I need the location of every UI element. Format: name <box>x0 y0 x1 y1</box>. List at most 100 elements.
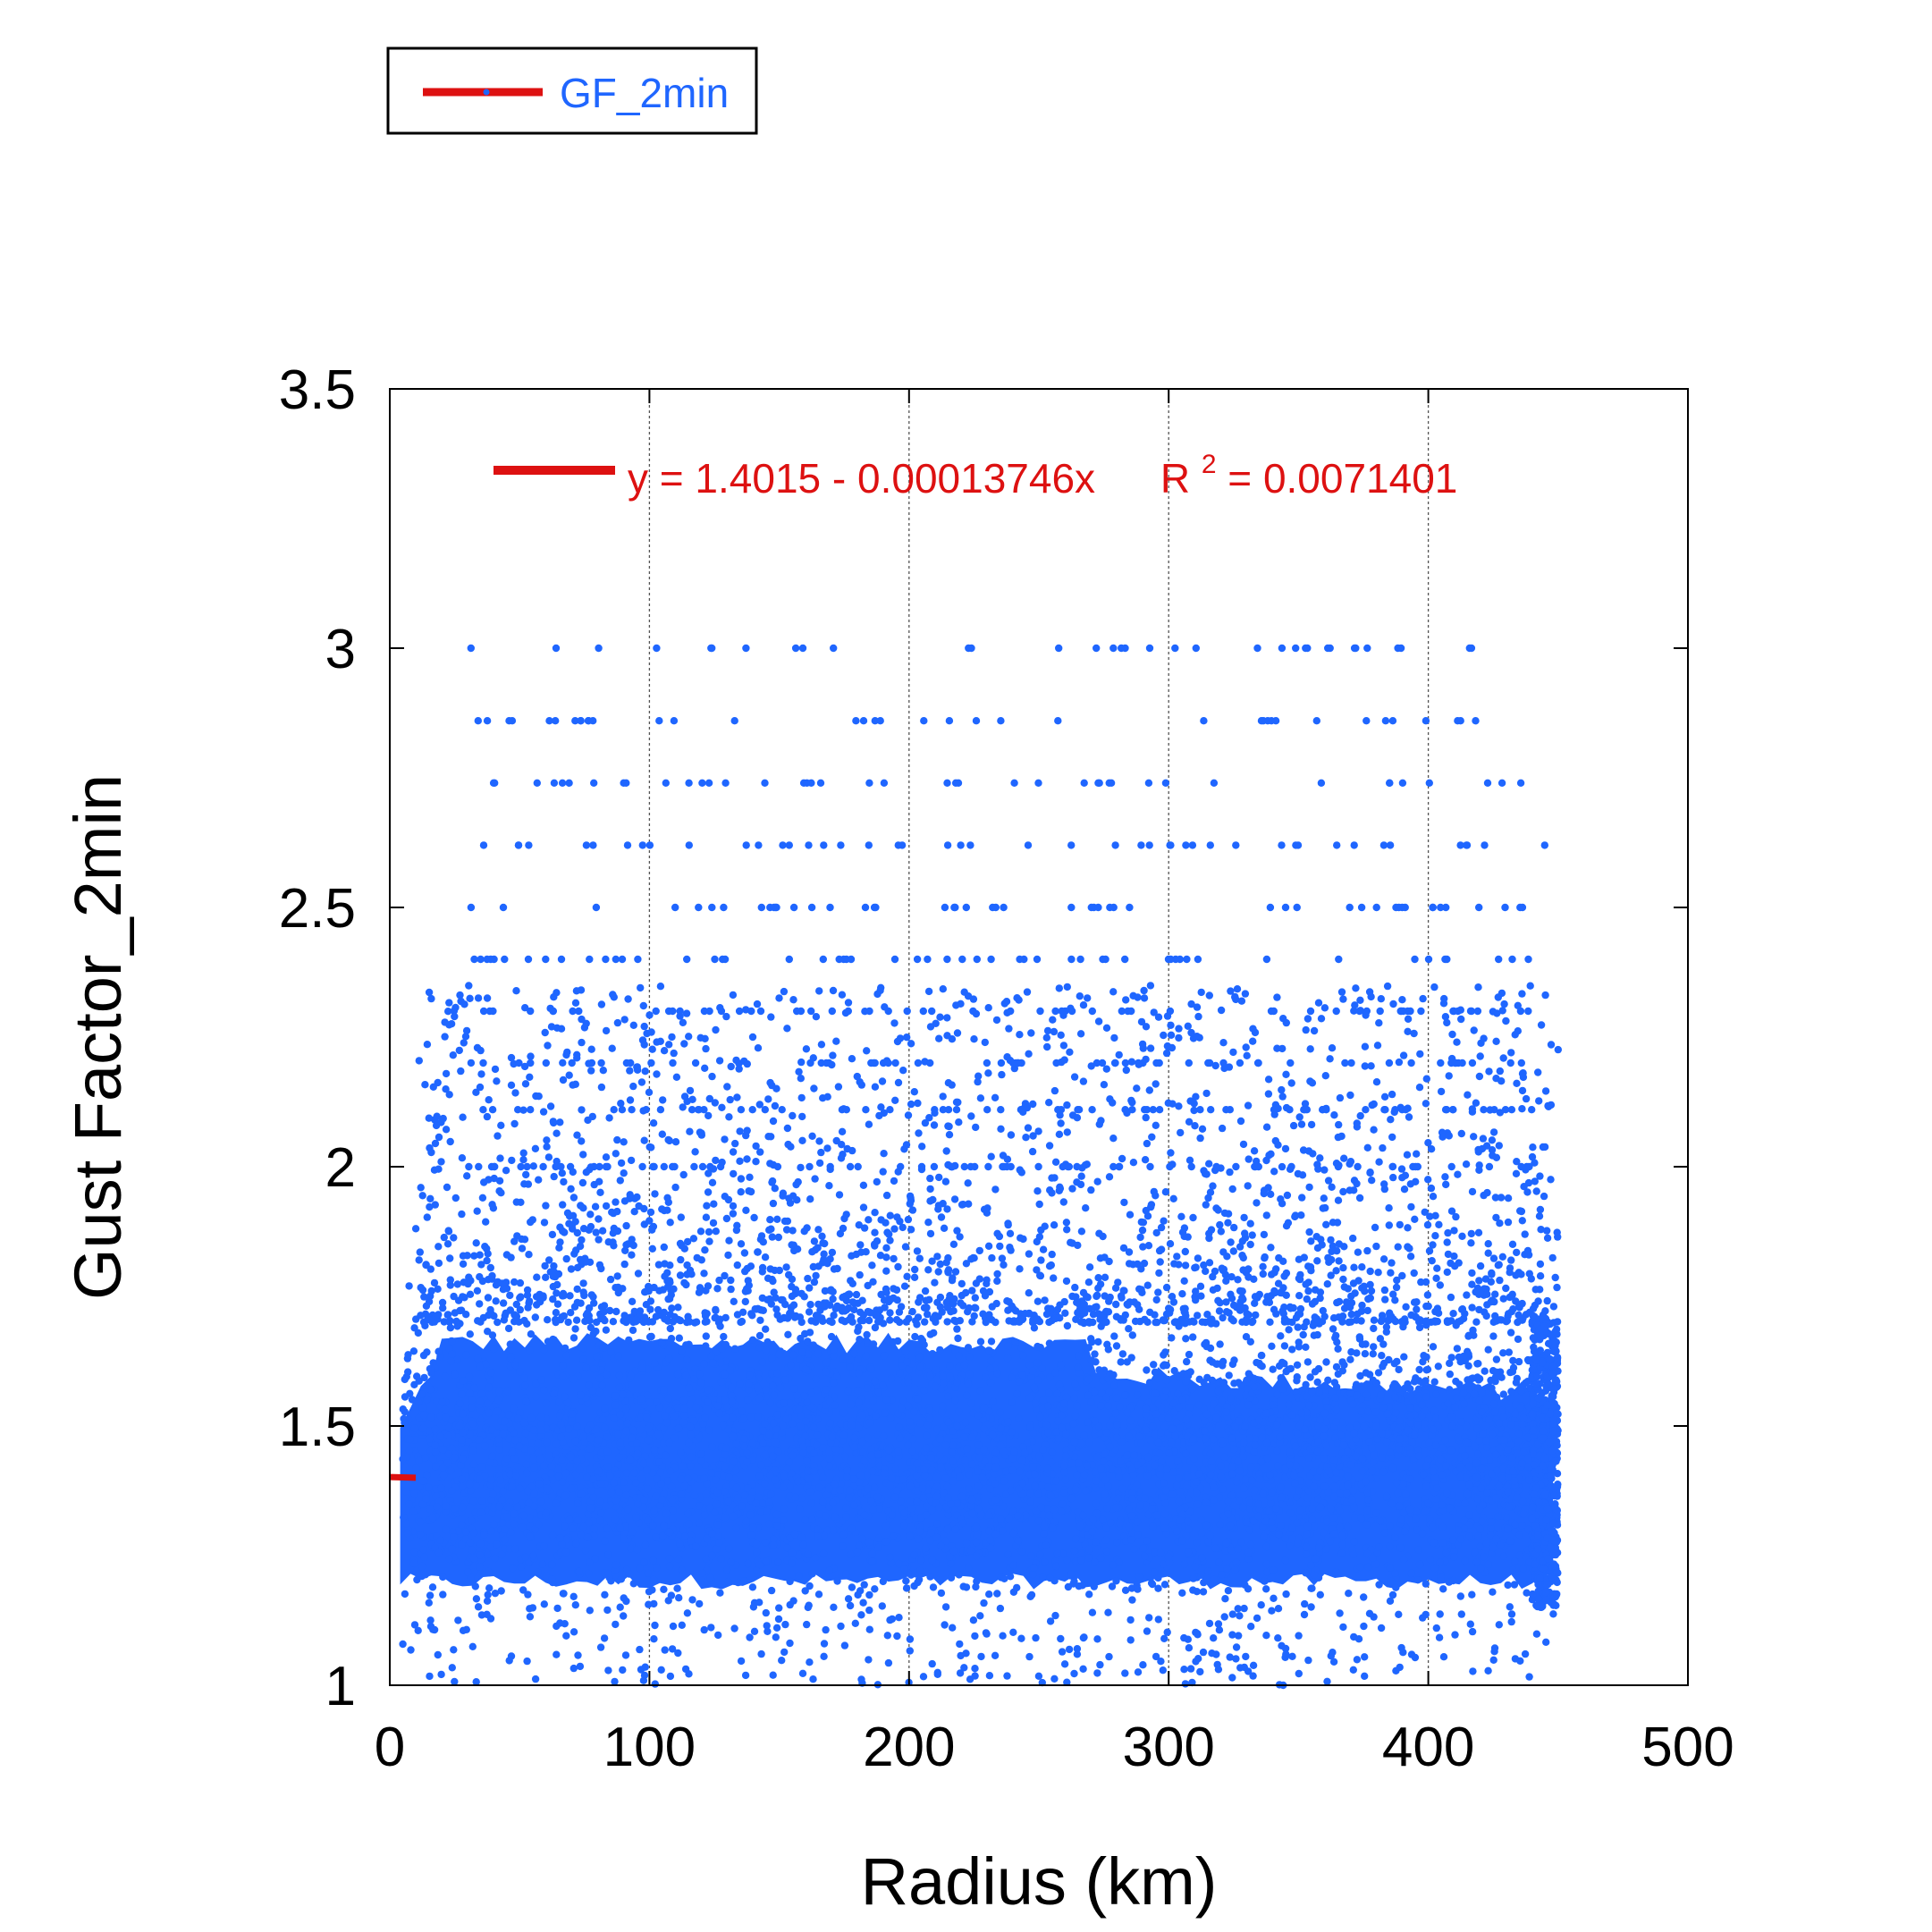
scatter-point <box>1069 1420 1078 1428</box>
scatter-point <box>967 1501 975 1510</box>
scatter-point <box>1438 1539 1447 1547</box>
scatter-point <box>598 1381 606 1390</box>
scatter-point <box>1092 1499 1101 1508</box>
scatter-point <box>1009 1507 1017 1515</box>
scatter-point <box>409 1507 418 1516</box>
scatter-point <box>1250 1447 1259 1456</box>
scatter-point <box>448 1416 456 1424</box>
scatter-point <box>1450 1553 1458 1561</box>
scatter-point <box>1466 1620 1475 1628</box>
scatter-point <box>1185 1350 1194 1359</box>
scatter-point <box>1329 1456 1338 1464</box>
scatter-point <box>913 1498 921 1506</box>
scatter-point <box>918 1484 927 1493</box>
scatter-point <box>1040 1523 1049 1531</box>
scatter-point <box>1262 1542 1271 1551</box>
scatter-point <box>641 1540 650 1549</box>
scatter-point <box>671 1434 679 1442</box>
scatter-point <box>743 1449 751 1457</box>
scatter-point <box>1112 1300 1120 1309</box>
scatter-point <box>1383 1492 1391 1500</box>
scatter-point <box>1462 1422 1471 1430</box>
scatter-point <box>947 1559 955 1568</box>
scatter-point <box>1459 1389 1468 1397</box>
scatter-point <box>426 1591 434 1599</box>
scatter-point <box>780 1472 788 1481</box>
scatter-point <box>1349 1550 1358 1558</box>
scatter-point <box>869 1340 878 1348</box>
scatter-point <box>756 1508 765 1516</box>
scatter-point <box>1118 1350 1127 1358</box>
scatter-point <box>659 1439 668 1447</box>
scatter-point <box>912 1472 921 1480</box>
scatter-point <box>858 1438 866 1447</box>
scatter-point <box>527 1330 536 1338</box>
scatter-point <box>596 1516 604 1525</box>
scatter-point <box>1549 1303 1558 1311</box>
scatter-point <box>1246 1337 1255 1346</box>
scatter-point <box>1398 1271 1406 1280</box>
scatter-point <box>1077 1549 1086 1557</box>
scatter-point <box>848 1583 856 1591</box>
scatter-point <box>1519 1413 1528 1422</box>
scatter-point <box>687 1537 695 1545</box>
scatter-point <box>590 1525 598 1533</box>
scatter-point <box>1508 1565 1517 1574</box>
scatter-point <box>540 1600 548 1608</box>
scatter-point <box>622 1469 631 1477</box>
scatter-point <box>1006 1573 1015 1581</box>
scatter-point <box>1075 1459 1083 1467</box>
scatter-point <box>802 1417 810 1425</box>
scatter-point <box>1376 1517 1384 1525</box>
scatter-point <box>665 1562 674 1571</box>
scatter-point <box>864 1484 872 1493</box>
scatter-point <box>1406 1385 1414 1393</box>
scatter-point <box>771 1466 780 1474</box>
scatter-point <box>831 1513 839 1521</box>
scatter-point <box>1471 1548 1479 1557</box>
scatter-point <box>434 1347 443 1355</box>
scatter-point <box>1202 1410 1211 1419</box>
scatter-point <box>844 1388 852 1396</box>
scatter-point <box>1489 1543 1498 1552</box>
scatter-point <box>499 1487 507 1496</box>
scatter-point <box>927 1454 935 1462</box>
scatter-point <box>447 1357 455 1365</box>
scatter-point <box>1097 1464 1105 1473</box>
scatter-point <box>405 1465 414 1473</box>
scatter-point <box>1048 1448 1057 1456</box>
scatter-point <box>933 1425 941 1433</box>
scatter-point <box>1161 1387 1170 1395</box>
scatter-point <box>975 1454 984 1462</box>
scatter-point <box>1242 1333 1251 1341</box>
scatter-point <box>1275 1531 1283 1539</box>
scatter-point <box>770 1567 778 1575</box>
scatter-point <box>867 1497 875 1506</box>
scatter-point <box>1505 1503 1514 1511</box>
scatter-point <box>547 1463 556 1471</box>
scatter-point <box>673 1584 681 1592</box>
scatter-point <box>1235 1417 1244 1425</box>
scatter-point <box>785 1398 794 1407</box>
scatter-point <box>526 1613 535 1621</box>
scatter-point <box>1176 1424 1184 1432</box>
scatter-point <box>529 1455 538 1464</box>
scatter-point <box>505 1545 514 1553</box>
scatter-point <box>1084 1545 1093 1554</box>
scatter-point <box>1113 1421 1121 1430</box>
scatter-point <box>764 1459 772 1467</box>
scatter-point <box>610 1414 618 1422</box>
scatter-point <box>862 1352 870 1360</box>
scatter-point <box>567 1484 576 1493</box>
scatter-point <box>1045 1511 1053 1520</box>
scatter-point <box>880 1352 889 1360</box>
scatter-point <box>1296 1506 1304 1514</box>
scatter-point <box>1273 1447 1281 1455</box>
scatter-point <box>673 1404 682 1412</box>
scatter-point <box>707 1469 715 1477</box>
scatter-point <box>1419 1358 1427 1366</box>
scatter-point <box>1329 1530 1338 1538</box>
scatter-point <box>728 1392 736 1400</box>
scatter-point <box>1524 1463 1532 1472</box>
scatter-point <box>510 1509 519 1518</box>
